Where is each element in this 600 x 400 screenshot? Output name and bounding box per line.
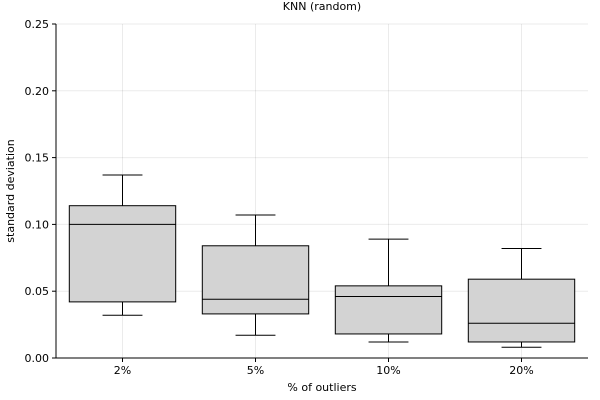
x-tick-label: 5%: [247, 364, 264, 377]
y-tick-label: 0.25: [25, 18, 50, 31]
x-axis-label: % of outliers: [287, 381, 356, 394]
box-rect: [467, 278, 576, 343]
box-rect: [68, 205, 177, 303]
box-5%: [201, 214, 310, 336]
box-10%: [334, 238, 443, 343]
y-tick-label: 0.10: [25, 218, 50, 231]
box-rect: [334, 285, 443, 335]
box-2%: [68, 174, 177, 316]
box-rect: [201, 245, 310, 315]
y-tick-label: 0.05: [25, 285, 50, 298]
x-tick-label: 20%: [509, 364, 533, 377]
y-axis-label: standard deviation: [4, 139, 17, 242]
axes-layer: [55, 24, 588, 359]
chart-title: KNN (random): [283, 0, 361, 13]
x-tick-label: 10%: [376, 364, 400, 377]
y-tick-label: 0.00: [25, 352, 50, 365]
y-tick-label: 0.15: [25, 152, 50, 165]
ticks-layer: 0.00 0.05 0.10 0.15 0.20 0.25 2% 5% 10% 20%: [25, 18, 534, 377]
y-tick-label: 0.20: [25, 85, 50, 98]
x-tick-label: 2%: [114, 364, 131, 377]
box-20%: [467, 247, 576, 348]
boxes-layer: [68, 174, 576, 348]
